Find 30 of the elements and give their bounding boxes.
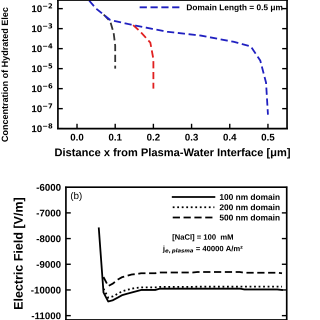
y-tick-label: 10$^{−6}$ (32, 83, 52, 92)
x-tick-label: 0.4 (223, 134, 236, 141)
legend-label: Domain Length = 0.5 μm (186, 4, 282, 12)
legend-label: 200 nm domain (220, 204, 280, 210)
x-tick-label: 0.5 (262, 134, 274, 141)
y-tick-label: 10$^{−3}$ (32, 23, 52, 32)
y-axis-title: Concentration of Hydrated Elec (1, 7, 10, 142)
y-tick-label: 10$^{−5}$ (32, 63, 52, 72)
y-tick-label: -7000 (36, 210, 61, 217)
y-tick-label: 10$^{−2}$ (32, 3, 52, 12)
y-tick-label: -9000 (36, 260, 61, 268)
y-tick-label: -8000 (36, 235, 61, 242)
y-axis-title: Electric Field [V/m] (14, 198, 26, 310)
x-tick-label: 0.1 (108, 134, 122, 141)
x-tick-label: 0.0 (70, 134, 84, 141)
x-tick-label: 0.3 (185, 134, 198, 141)
y-tick-label: 10$^{−7}$ (32, 103, 52, 112)
x-tick-label: 0.2 (147, 134, 160, 141)
y-tick-label: -11000 (32, 312, 61, 320)
y-tick-label: 10$^{−4}$ (32, 43, 52, 52)
x-axis-title: Distance x from Plasma-Water Interface [μm] (55, 148, 290, 158)
y-tick-label: -6000 (36, 184, 61, 191)
y-tick-label: 10$^{−8}$ (32, 123, 52, 132)
legend-label: 500 nm domain (220, 214, 280, 221)
line-series (132, 24, 154, 90)
text: (b) (70, 192, 82, 202)
line-series (88, 0, 269, 116)
line-series (102, 14, 116, 70)
legend-label: 100 nm domain (220, 194, 280, 200)
y-tick-label: -10000 (31, 286, 61, 294)
